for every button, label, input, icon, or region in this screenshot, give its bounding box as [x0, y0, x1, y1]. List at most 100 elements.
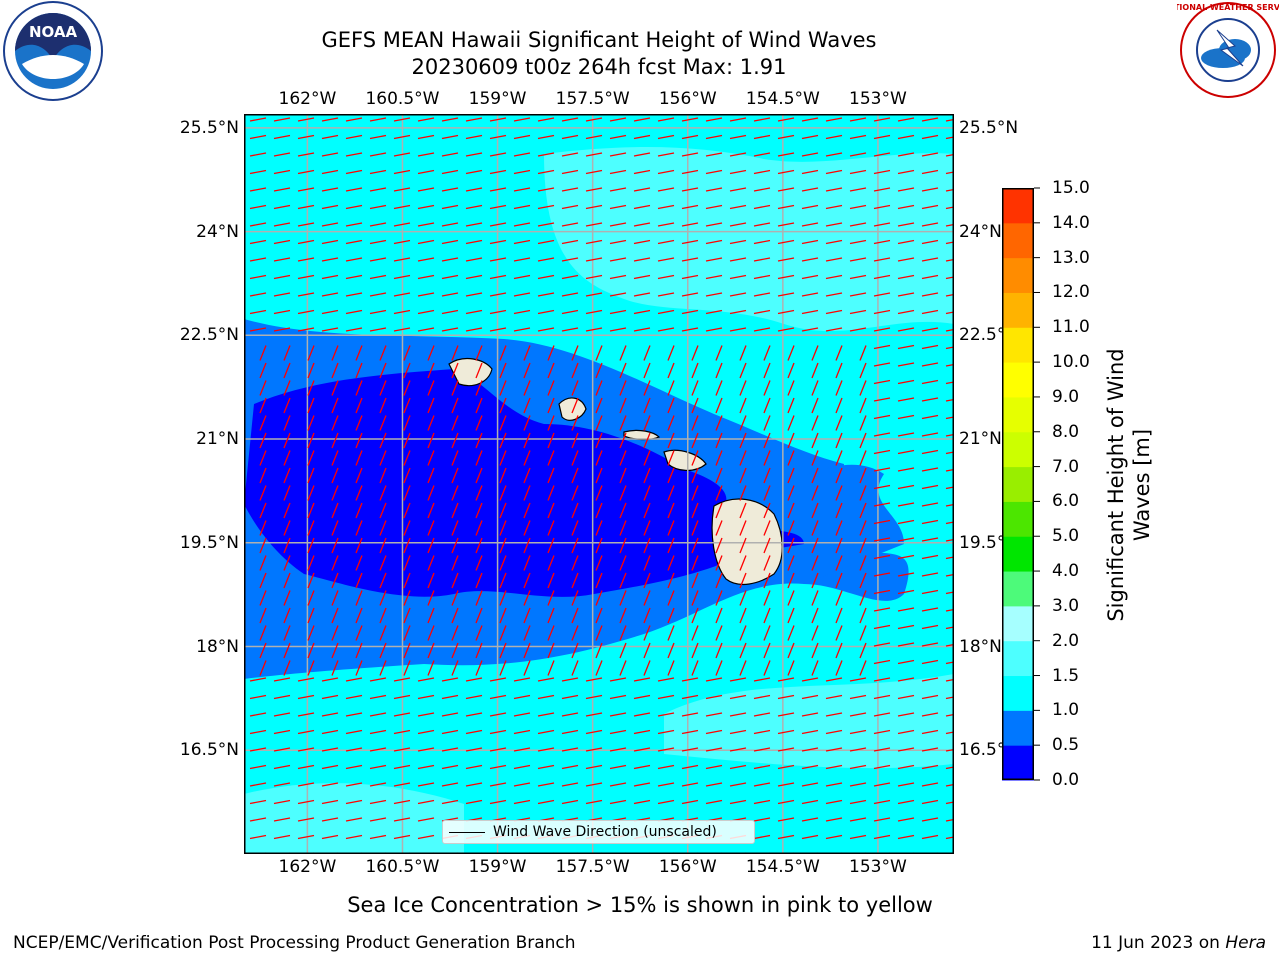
- wave-arrow-858: [691, 607, 699, 624]
- wave-arrow-688: [921, 502, 939, 507]
- wave-arrow-363: [321, 327, 339, 332]
- wave-arrow-1206: [393, 817, 411, 822]
- wave-arrow-1153: [561, 782, 579, 787]
- wave-arrow-1036: [633, 712, 651, 717]
- wave-arrow-787: [427, 572, 435, 589]
- wave-arrow-1080: [249, 747, 267, 752]
- wave-arrow-441: [763, 362, 771, 379]
- colorbar-tick-17: 15.0: [1052, 178, 1090, 198]
- wave-arrow-561: [763, 432, 771, 449]
- wave-arrow-888: [691, 625, 699, 641]
- wave-arrow-106: [633, 169, 651, 175]
- wave-arrow-677: [667, 502, 675, 519]
- wave-arrow-1089: [465, 747, 483, 752]
- wave-arrow-739: [715, 537, 723, 554]
- wave-arrow-843: [331, 607, 339, 624]
- wave-arrow-542: [307, 432, 315, 449]
- wave-arrow-697: [427, 520, 435, 536]
- wave-arrow-1236: [393, 834, 411, 840]
- wave-arrow-1133: [801, 764, 819, 770]
- lon-tick-bottom-3: 157.5°W: [555, 857, 630, 877]
- wave-arrow-1105: [849, 747, 867, 752]
- wave-arrow-512: [307, 415, 315, 431]
- wave-arrow-575: [379, 450, 387, 466]
- wave-arrow-166: [633, 204, 651, 210]
- wave-arrow-959: [945, 661, 954, 665]
- wave-arrow-660: [259, 502, 267, 519]
- wave-arrow-1160: [729, 782, 747, 787]
- wave-arrow-1227: [897, 817, 915, 822]
- wave-arrow-1124: [585, 764, 603, 770]
- colorbar-tick-5: 3.0: [1052, 595, 1080, 616]
- wave-arrow-492: [547, 397, 555, 414]
- wave-arrow-902: [307, 642, 315, 659]
- wave-arrow-224: [585, 239, 603, 245]
- wave-arrow-318: [681, 292, 699, 297]
- wave-arrow-516: [403, 415, 411, 431]
- wave-arrow-999: [465, 694, 483, 700]
- wave-arrow-235: [849, 239, 867, 245]
- wave-arrow-991: [273, 694, 291, 700]
- wave-arrow-178: [921, 204, 939, 210]
- wave-arrow-1070: [729, 729, 747, 735]
- wave-arrow-780: [259, 572, 267, 589]
- wave-arrow-50: [729, 134, 747, 140]
- wave-arrow-631: [283, 485, 291, 501]
- wave-arrow-274: [345, 274, 363, 280]
- wave-arrow-459: [475, 380, 483, 396]
- wave-arrow-636: [403, 485, 411, 501]
- wave-arrow-524: [595, 415, 603, 431]
- wave-arrow-233: [801, 239, 819, 245]
- wave-arrow-563: [811, 432, 819, 449]
- wave-arrow-70: [489, 152, 507, 157]
- wave-arrow-941: [523, 660, 531, 676]
- grid-lines: [244, 114, 954, 854]
- wave-arrow-458: [451, 380, 459, 396]
- wave-arrow-225: [609, 239, 627, 245]
- wave-arrow-461: [523, 380, 531, 396]
- wave-arrow-114: [825, 169, 843, 175]
- wave-arrow-629: [945, 468, 954, 472]
- wave-arrow-256: [633, 257, 651, 262]
- credit-host: Hera: [1225, 933, 1266, 953]
- wave-arrow-16: [633, 117, 651, 122]
- wave-arrow-518: [451, 415, 459, 431]
- wave-arrow-1143: [321, 782, 339, 787]
- wave-arrow-879: [475, 625, 483, 641]
- wave-arrow-33: [321, 134, 339, 140]
- wave-arrow-480: [259, 397, 267, 414]
- wave-arrow-671: [523, 502, 531, 519]
- wave-arrow-136: [633, 187, 651, 192]
- lon-tick-top-0: 162°W: [278, 89, 337, 109]
- wave-arrow-192: [537, 222, 555, 227]
- wave-arrow-1179: [465, 799, 483, 805]
- wave-arrow-254: [585, 257, 603, 262]
- wave-arrow-290: [729, 274, 747, 280]
- wave-arrow-522: [547, 415, 555, 431]
- wave-arrow-260: [729, 257, 747, 262]
- wave-arrow-1038: [681, 712, 699, 717]
- wave-arrow-226: [633, 239, 651, 245]
- wave-arrow-1223: [801, 817, 819, 822]
- wave-arrow-684: [835, 502, 843, 519]
- wave-arrow-546: [403, 432, 411, 449]
- wave-arrow-917: [667, 642, 675, 659]
- wave-arrow-467: [667, 380, 675, 396]
- wave-arrow-559: [715, 432, 723, 449]
- map-frame: [244, 114, 954, 854]
- wave-arrow-390: [259, 345, 267, 361]
- wave-arrow-471: [763, 380, 771, 396]
- wave-arrow-565: [859, 432, 867, 449]
- wave-arrow-1111: [273, 764, 291, 770]
- wave-arrow-323: [801, 292, 819, 297]
- wave-arrow-849: [475, 607, 483, 624]
- wave-arrow-122: [297, 187, 315, 192]
- legend-line-swatch: [449, 832, 485, 834]
- wave-arrow-474: [835, 380, 843, 396]
- wave-arrow-339: [465, 309, 483, 315]
- wave-arrow-1025: [369, 712, 387, 717]
- wave-arrow-558: [691, 432, 699, 449]
- wave-arrow-172: [777, 204, 795, 210]
- wave-arrow-1112: [297, 764, 315, 770]
- wave-arrow-1057: [417, 729, 435, 735]
